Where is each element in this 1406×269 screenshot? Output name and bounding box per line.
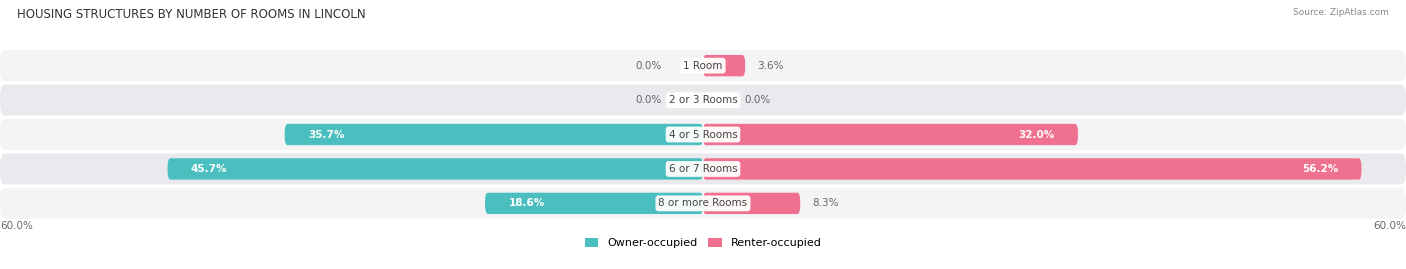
Text: HOUSING STRUCTURES BY NUMBER OF ROOMS IN LINCOLN: HOUSING STRUCTURES BY NUMBER OF ROOMS IN… xyxy=(17,8,366,21)
Text: 32.0%: 32.0% xyxy=(1018,129,1054,140)
FancyBboxPatch shape xyxy=(0,50,1406,81)
FancyBboxPatch shape xyxy=(0,188,1406,219)
Text: 8 or more Rooms: 8 or more Rooms xyxy=(658,198,748,208)
FancyBboxPatch shape xyxy=(703,55,745,76)
Text: 4 or 5 Rooms: 4 or 5 Rooms xyxy=(669,129,737,140)
Text: 8.3%: 8.3% xyxy=(813,198,838,208)
Text: 1 Room: 1 Room xyxy=(683,61,723,71)
FancyBboxPatch shape xyxy=(485,193,703,214)
FancyBboxPatch shape xyxy=(284,124,703,145)
Text: 2 or 3 Rooms: 2 or 3 Rooms xyxy=(669,95,737,105)
Legend: Owner-occupied, Renter-occupied: Owner-occupied, Renter-occupied xyxy=(581,233,825,253)
Text: 60.0%: 60.0% xyxy=(1374,221,1406,231)
FancyBboxPatch shape xyxy=(0,119,1406,150)
FancyBboxPatch shape xyxy=(167,158,703,180)
FancyBboxPatch shape xyxy=(703,124,1078,145)
Text: 0.0%: 0.0% xyxy=(744,95,770,105)
FancyBboxPatch shape xyxy=(0,153,1406,185)
Text: 56.2%: 56.2% xyxy=(1302,164,1339,174)
FancyBboxPatch shape xyxy=(0,84,1406,116)
Text: 3.6%: 3.6% xyxy=(756,61,783,71)
FancyBboxPatch shape xyxy=(703,193,800,214)
Text: Source: ZipAtlas.com: Source: ZipAtlas.com xyxy=(1294,8,1389,17)
Text: 60.0%: 60.0% xyxy=(0,221,32,231)
Text: 0.0%: 0.0% xyxy=(636,61,662,71)
Text: 45.7%: 45.7% xyxy=(191,164,228,174)
Text: 0.0%: 0.0% xyxy=(636,95,662,105)
Text: 18.6%: 18.6% xyxy=(509,198,544,208)
Text: 35.7%: 35.7% xyxy=(308,129,344,140)
Text: 6 or 7 Rooms: 6 or 7 Rooms xyxy=(669,164,737,174)
FancyBboxPatch shape xyxy=(703,158,1361,180)
